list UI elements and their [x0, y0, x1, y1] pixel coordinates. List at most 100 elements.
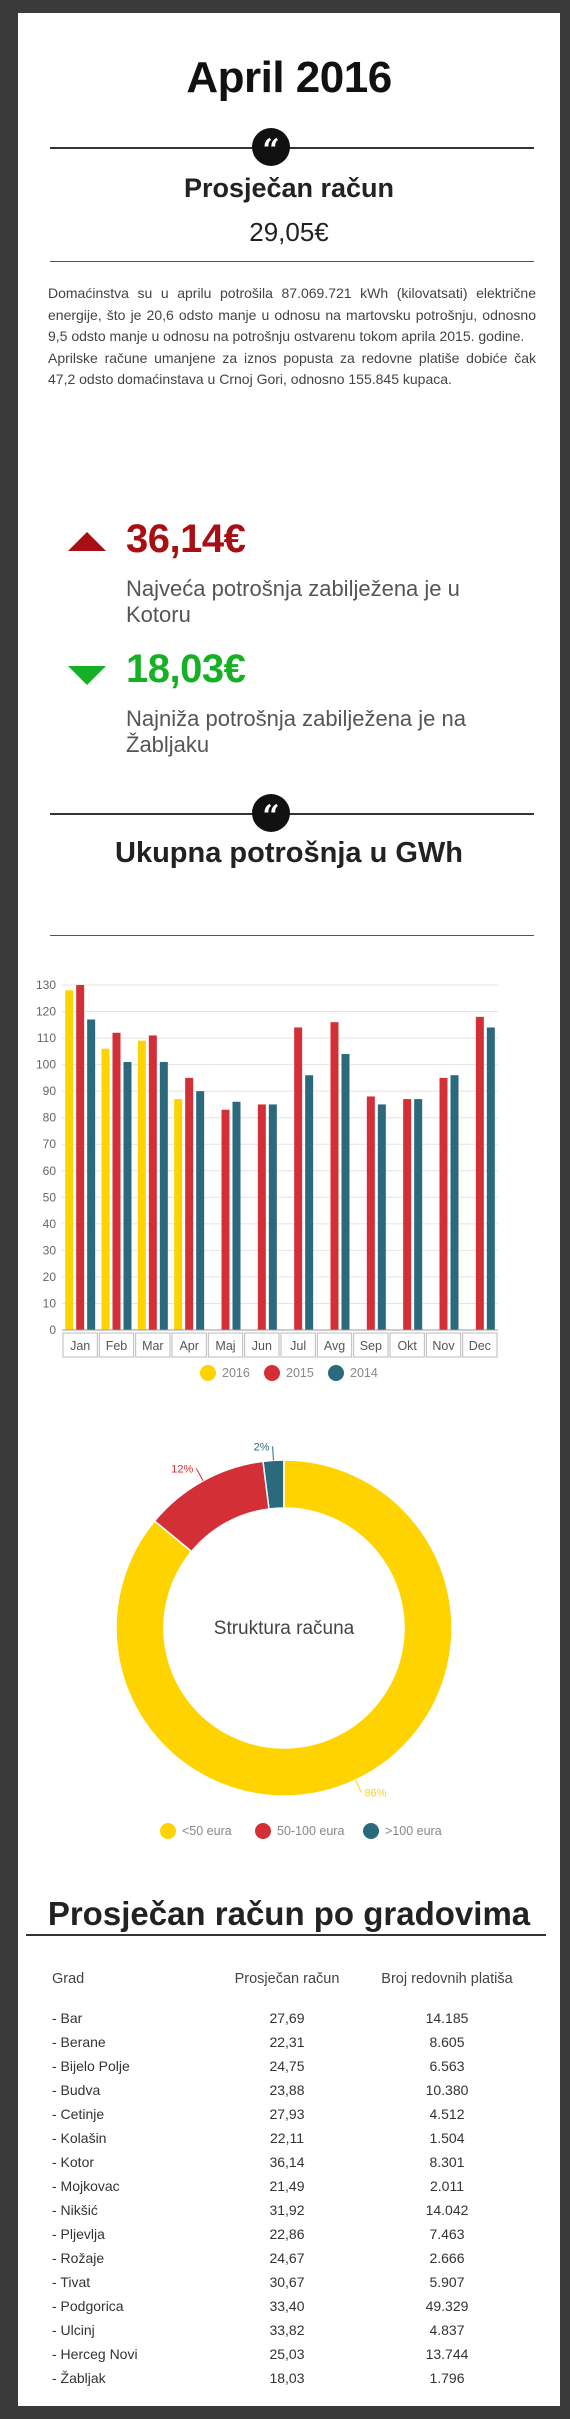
city-cell: - Bijelo Polje — [52, 2058, 130, 2074]
quote-icon: “ — [252, 128, 290, 168]
table-row: - Nikšić 31,92 14.042 — [52, 2198, 542, 2222]
column-header: Prosječan račun — [234, 1971, 340, 1987]
legend-label: <50 eura — [182, 1824, 232, 1838]
average-bill-cell: 18,03 — [269, 2370, 305, 2386]
bar-2016-apr — [174, 1099, 183, 1330]
bar-2014-avg — [341, 1054, 350, 1330]
city-cell: - Herceg Novi — [52, 2346, 138, 2362]
donut-slice-1 — [153, 1460, 270, 1553]
average-bill-cell: 24,75 — [269, 2058, 305, 2074]
regular-payers-cell: 2.011 — [430, 2178, 464, 2194]
divider — [50, 935, 534, 936]
bar-2016-jan — [65, 990, 74, 1330]
description-text: Domaćinstva su u aprilu potrošila 87.069… — [48, 283, 536, 391]
y-tick-label: 20 — [43, 1270, 57, 1284]
donut-chart: 2% 86% 12% Struktura računa <50 eura 50-100 e… — [115, 1443, 453, 1839]
x-tick-box — [171, 1332, 207, 1358]
column-header: Grad — [52, 1971, 85, 1987]
table-row: - Pljevlja 22,86 7.463 — [52, 2222, 542, 2246]
y-tick-label: 130 — [36, 978, 56, 992]
city-cell: - Berane — [52, 2034, 106, 2050]
slice-label: 12% — [171, 1464, 193, 1476]
donut-slice-0 — [115, 1459, 453, 1797]
x-tick-label: Avg — [324, 1339, 345, 1353]
label-leader — [355, 1779, 362, 1793]
paragraph: Aprilske račune umanjene za iznos popust… — [48, 349, 536, 388]
legend-marker — [328, 1365, 344, 1381]
bar-2015-okt — [403, 1099, 412, 1330]
legend-marker — [363, 1823, 379, 1839]
city-cell: - Kotor — [52, 2154, 95, 2170]
x-tick-label: Apr — [179, 1339, 198, 1353]
city-cell: - Ulcinj — [52, 2322, 95, 2338]
x-tick-label: Jul — [290, 1339, 306, 1353]
lowest-value: 18,03€ — [126, 647, 246, 691]
x-tick-label: Feb — [106, 1339, 128, 1353]
regular-payers-cell: 8.605 — [429, 2034, 465, 2050]
average-bill-cell: 36,14 — [269, 2154, 305, 2170]
bar-2014-jul — [305, 1075, 314, 1330]
legend-marker — [200, 1365, 216, 1381]
page-title: April 2016 — [186, 53, 392, 102]
x-tick-box — [135, 1332, 171, 1358]
x-tick-box — [425, 1332, 462, 1358]
highest-value: 36,14€ — [126, 517, 246, 561]
city-cell: - Rožaje — [52, 2250, 105, 2266]
y-tick-label: 0 — [49, 1323, 56, 1337]
bar-2014-dec — [486, 1027, 495, 1330]
city-table: Grad Prosječan račun Broj redovnih plati… — [52, 1964, 542, 2390]
bar-2014-jan — [87, 1019, 96, 1330]
y-tick-label: 10 — [43, 1296, 57, 1310]
city-cell: - Pljevlja — [52, 2226, 105, 2242]
x-tick-label: Maj — [215, 1339, 235, 1353]
city-cell: - Kolašin — [52, 2130, 107, 2146]
regular-payers-cell: 10.380 — [425, 2082, 469, 2098]
average-bill-heading: Prosječan račun — [183, 173, 395, 203]
y-tick-label: 40 — [43, 1217, 57, 1231]
average-bill-cell: 21,49 — [269, 2178, 305, 2194]
average-bill-cell: 22,86 — [269, 2226, 305, 2242]
x-tick-box — [462, 1332, 498, 1358]
legend-marker — [160, 1823, 176, 1839]
regular-payers-cell: 1.504 — [429, 2130, 465, 2146]
table-row: - Bijelo Polje 24,75 6.563 — [52, 2054, 542, 2078]
table-row: - Kotor 36,14 8.301 — [52, 2150, 542, 2174]
divider — [50, 261, 534, 262]
average-bill-cell: 33,82 — [269, 2322, 305, 2338]
legend-label: 2015 — [286, 1366, 314, 1380]
city-cell: - Budva — [52, 2082, 101, 2098]
bar-2015-mar — [148, 1035, 157, 1330]
city-cell: - Bar — [52, 2010, 83, 2026]
y-tick-label: 100 — [36, 1058, 56, 1072]
bar-2016-mar — [137, 1040, 146, 1330]
average-bill-cell: 23,88 — [269, 2082, 305, 2098]
table-row: - Berane 22,31 8.605 — [52, 2030, 542, 2054]
table-row: - Ulcinj 33,82 4.837 — [52, 2318, 542, 2342]
legend-label: 2016 — [222, 1366, 250, 1380]
average-bill-cell: 25,03 — [269, 2346, 305, 2362]
regular-payers-cell: 14.042 — [425, 2202, 469, 2218]
city-cell: - Žabljak — [52, 2370, 106, 2386]
regular-payers-cell: 4.512 — [429, 2106, 465, 2122]
legend-marker — [255, 1823, 271, 1839]
divider — [26, 1934, 546, 1936]
table-heading: Prosječan račun po gradovima — [47, 1895, 531, 1932]
y-tick-label: 60 — [43, 1164, 57, 1178]
bar-2015-maj — [221, 1109, 230, 1330]
consumption-heading: Ukupna potrošnja u GWh — [115, 837, 463, 869]
column-header: Broj redovnih platiša — [381, 1971, 513, 1987]
average-bill-cell: 22,11 — [270, 2130, 304, 2146]
table-row: - Rožaje 24,67 2.666 — [52, 2246, 542, 2270]
slice-label: 86% — [364, 1788, 386, 1800]
average-bill-cell: 33,40 — [269, 2298, 305, 2314]
average-bill-cell: 24,67 — [269, 2250, 305, 2266]
regular-payers-cell: 6.563 — [429, 2058, 465, 2074]
table-body: - Bar 27,69 14.185 - Berane 22,31 8.605 - Bije… — [52, 2006, 542, 2390]
city-cell: - Cetinje — [52, 2106, 105, 2122]
table-row: - Mojkovac 21,49 2.011 — [52, 2174, 542, 2198]
x-tick-box — [316, 1332, 353, 1358]
table-row: - Kolašin 22,11 1.504 — [52, 2126, 542, 2150]
highest-text: Najveća potrošnja zabilježena je u Kotor… — [126, 576, 460, 627]
paragraph: Domaćinstva su u aprilu potrošila 87.069… — [48, 285, 536, 344]
bar-2016-feb — [101, 1048, 110, 1330]
